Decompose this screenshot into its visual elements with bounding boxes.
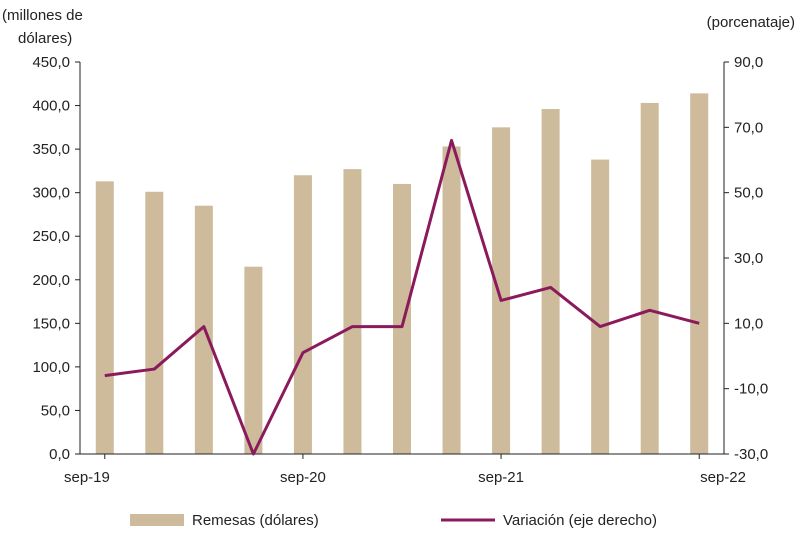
left-tick-label: 150,0 bbox=[32, 315, 70, 332]
left-tick-label: 250,0 bbox=[32, 228, 70, 245]
right-tick-label: 30,0 bbox=[734, 250, 763, 267]
bar bbox=[442, 146, 461, 454]
left-tick-label: 0,0 bbox=[49, 446, 70, 463]
right-tick-label: 50,0 bbox=[734, 185, 763, 202]
bar bbox=[690, 93, 709, 455]
bar bbox=[95, 181, 114, 454]
bar bbox=[393, 183, 411, 454]
right-tick-label: -30,0 bbox=[734, 446, 768, 463]
line-series-variacion bbox=[104, 138, 700, 456]
bar bbox=[492, 127, 511, 454]
left-tick-label: 450,0 bbox=[32, 54, 70, 71]
bar bbox=[244, 266, 263, 454]
left-axis-ticks: 0,0 50,0 100,0 150,0 200,0 250,0 300,0 350,0 400… bbox=[32, 54, 80, 463]
bar bbox=[145, 191, 164, 454]
left-axis-unit-label-line1: (millones de bbox=[2, 7, 83, 24]
legend: Remesas (dólares) Variación (eje derecho… bbox=[130, 512, 657, 529]
bar bbox=[293, 175, 312, 454]
x-tick-label: sep-22 bbox=[700, 469, 746, 486]
bar bbox=[591, 159, 610, 454]
bar bbox=[640, 102, 659, 454]
right-tick-label: 90,0 bbox=[734, 54, 763, 71]
legend-label-variacion: Variación (eje derecho) bbox=[503, 512, 657, 529]
left-tick-label: 350,0 bbox=[32, 141, 70, 158]
left-tick-label: 400,0 bbox=[32, 98, 70, 115]
left-tick-label: 300,0 bbox=[32, 185, 70, 202]
x-tick-label: sep-19 bbox=[64, 469, 110, 486]
right-tick-label: 70,0 bbox=[734, 119, 763, 136]
series-line bbox=[104, 138, 700, 456]
legend-swatch-remesas bbox=[130, 514, 184, 526]
left-tick-label: 200,0 bbox=[32, 272, 70, 289]
x-tick-label: sep-21 bbox=[478, 469, 524, 486]
legend-label-remesas: Remesas (dólares) bbox=[192, 512, 319, 529]
right-tick-label: 10,0 bbox=[734, 315, 763, 332]
right-tick-label: -10,0 bbox=[734, 381, 768, 398]
left-tick-label: 100,0 bbox=[32, 359, 70, 376]
bar-series-remesas bbox=[95, 93, 709, 455]
left-tick-label: 50,0 bbox=[41, 402, 70, 419]
left-axis-unit-label-line2: dólares) bbox=[18, 30, 72, 47]
x-tick-label: sep-20 bbox=[280, 469, 326, 486]
right-axis-unit-label: (porcenataje) bbox=[707, 14, 795, 31]
bar bbox=[343, 169, 362, 454]
right-axis-ticks: -30,0 -10,0 10,0 30,0 50,0 70,0 90,0 bbox=[724, 54, 768, 463]
bar bbox=[541, 109, 560, 454]
x-axis-ticks: sep-19 sep-20 sep-21 sep-22 bbox=[64, 454, 746, 486]
